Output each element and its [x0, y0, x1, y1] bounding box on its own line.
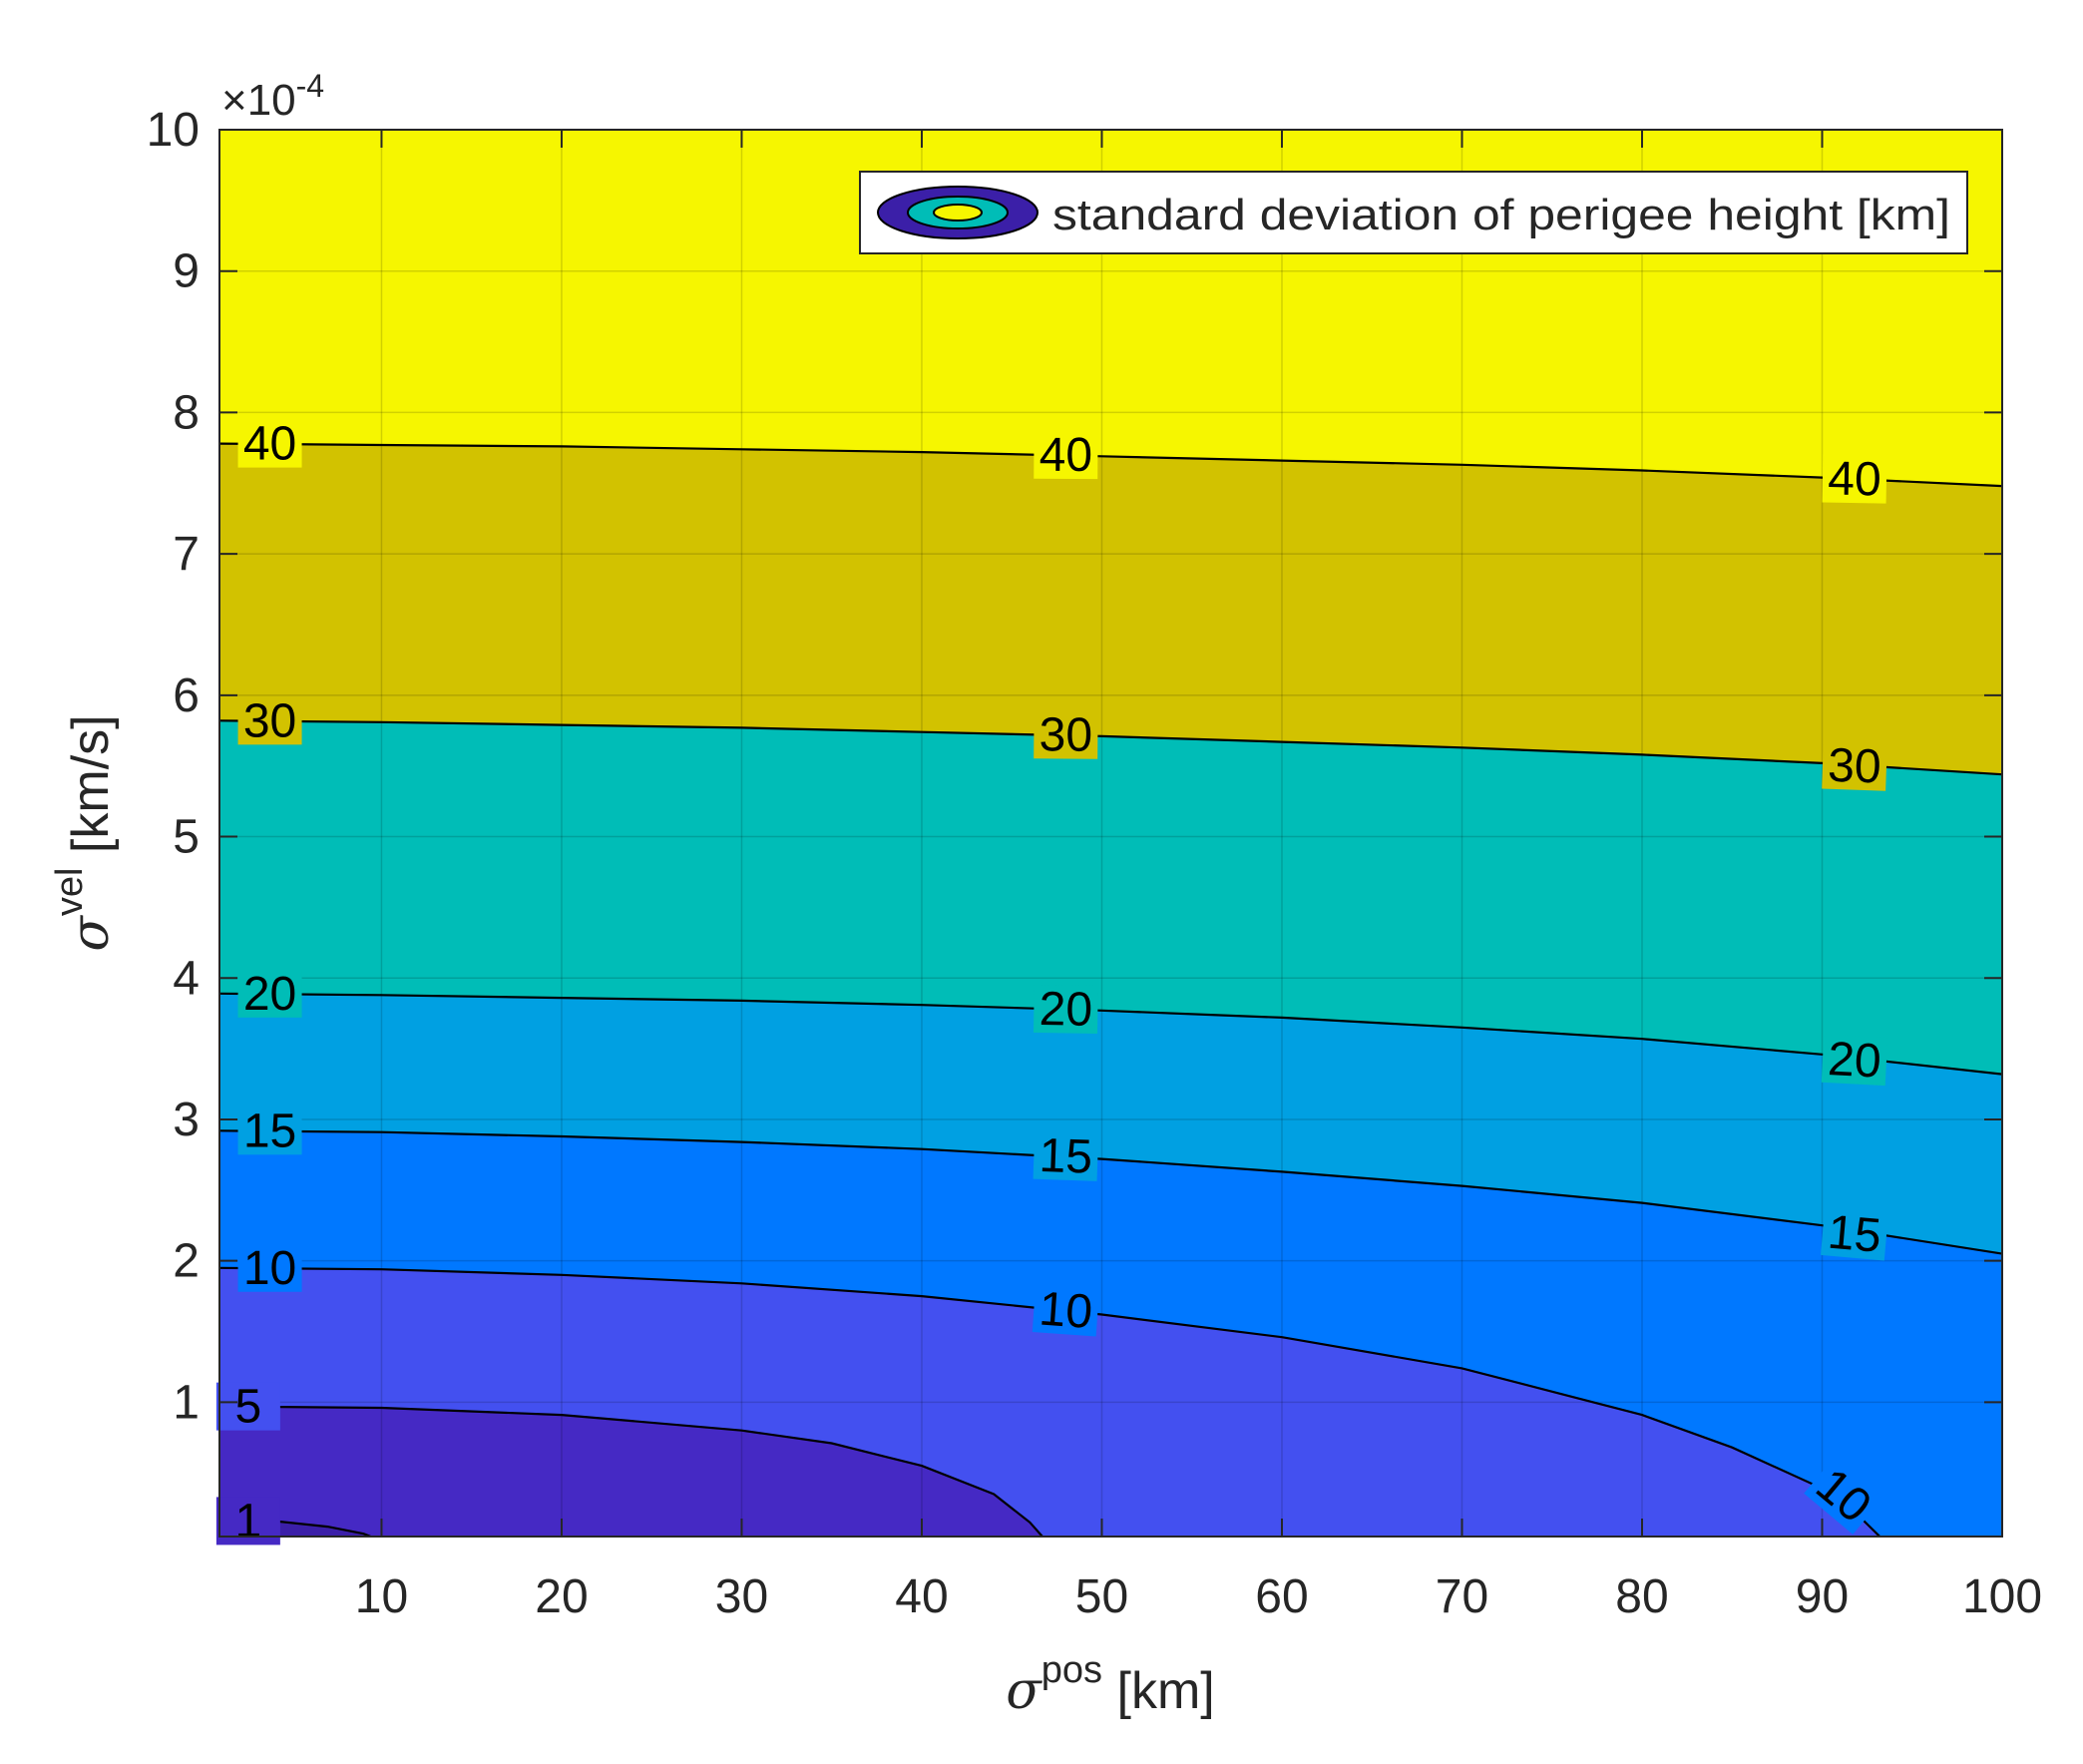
- contour-label: 30: [243, 694, 296, 747]
- y-tick-label: 5: [173, 811, 200, 864]
- x-tick-label: 20: [535, 1570, 588, 1623]
- y-tick-label: 1: [173, 1376, 200, 1429]
- band-below-5: [219, 1406, 1042, 1537]
- plot-frame: [218, 129, 2003, 1538]
- contour-label-bg: [1033, 984, 1098, 1034]
- contour-label-bg: [1821, 1207, 1888, 1261]
- contour-label: 40: [243, 418, 296, 471]
- contour-label-bg: [1804, 1456, 1884, 1535]
- contour-label-bg: [215, 1382, 280, 1431]
- contour-line-20: [219, 992, 2002, 1076]
- contour-label-bg: [237, 969, 302, 1018]
- contour-label-bg: [1034, 710, 1098, 759]
- contour-line-5: [219, 1405, 1043, 1537]
- x-tick-label: 10: [355, 1570, 408, 1623]
- contour-label-bg: [1822, 740, 1887, 791]
- contour-label-bg: [237, 1106, 302, 1155]
- x-tick-label: 90: [1796, 1570, 1849, 1623]
- contour-label-bg: [1034, 430, 1098, 480]
- legend-contour-icon: [877, 186, 1039, 239]
- x-axis-label: σpos [km]: [1006, 1649, 1214, 1721]
- contour-label: 10: [243, 1242, 296, 1295]
- contour-fill-bands: [219, 130, 2002, 1537]
- contour-label: 15: [243, 1104, 296, 1157]
- contour-line-15: [219, 1129, 2002, 1255]
- contour-label: 40: [1040, 429, 1093, 482]
- x-tick-label: 80: [1615, 1570, 1668, 1623]
- contour-label-bg: [237, 696, 302, 745]
- x-tick-label: 30: [715, 1570, 768, 1623]
- y-tick-label: 2: [173, 1235, 200, 1288]
- legend: standard deviation of perigee height [km…: [859, 171, 1968, 254]
- contour-label: 30: [1039, 708, 1092, 761]
- contour-label: 20: [1039, 983, 1092, 1037]
- contour-label: 20: [243, 968, 296, 1021]
- y-tick-label: 7: [173, 528, 200, 581]
- x-tick-label: 40: [895, 1570, 948, 1623]
- y-exponent-label: ×10-4: [221, 68, 324, 125]
- y-tick-label: 3: [173, 1094, 200, 1146]
- contour-label-bg: [1032, 1284, 1099, 1337]
- axis-ticks: 10 20 30 40 50 60 70 80 90 100 1 2 3 4 5 6 7 8 9 10: [147, 104, 2042, 1623]
- y-tick-label: 6: [173, 669, 200, 722]
- contour-label: 5: [235, 1381, 262, 1434]
- x-tick-label: 70: [1436, 1570, 1488, 1623]
- legend-ellipse-inner: [933, 204, 983, 221]
- contour-label-bg: [1822, 454, 1887, 504]
- contour-label: 40: [1828, 453, 1881, 507]
- contour-label-bg: [237, 419, 302, 468]
- y-tick-label: 8: [173, 386, 200, 439]
- contour-line-40: [219, 442, 2002, 488]
- legend-label: standard deviation of perigee height [km…: [1052, 191, 1950, 239]
- contour-label: 1: [235, 1495, 262, 1547]
- y-axis-label: σvel [km/s]: [49, 714, 121, 951]
- contour-line-30: [219, 719, 2002, 776]
- contour-label: 15: [1826, 1206, 1883, 1263]
- contour-label-bg: [237, 1243, 302, 1292]
- contour-label: 20: [1827, 1033, 1882, 1089]
- contour-label: 15: [1039, 1129, 1093, 1184]
- x-tick-label: 50: [1075, 1570, 1128, 1623]
- contour-label-bg: [1033, 1130, 1099, 1181]
- y-tick-label: 9: [173, 245, 200, 298]
- contour-label: 10: [1038, 1282, 1094, 1339]
- contour-label: 30: [1827, 739, 1881, 794]
- contour-label-bg: [1821, 1034, 1888, 1087]
- y-tick-label: 10: [147, 104, 200, 157]
- contour-lines: [219, 442, 2002, 1537]
- x-tick-label: 60: [1255, 1570, 1308, 1623]
- y-tick-label: 4: [173, 952, 200, 1005]
- x-tick-label: 100: [1962, 1570, 2042, 1623]
- legend-box: [859, 171, 1968, 254]
